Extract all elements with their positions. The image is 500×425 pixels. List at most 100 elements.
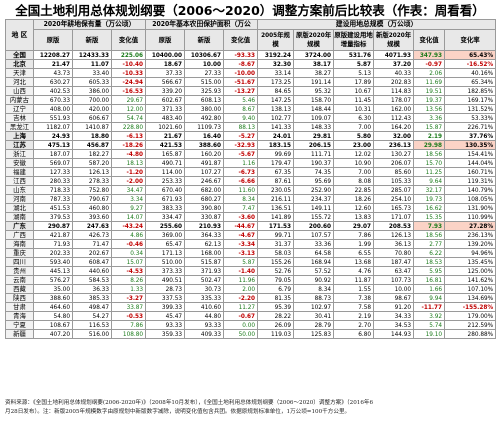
region-cell: 宁夏: [5, 320, 34, 330]
basic-change-cell: -93.33: [223, 50, 259, 60]
farmland-original-cell: 43.73: [33, 68, 73, 78]
farmland-change-cell: 15.07: [110, 257, 147, 267]
farmland-new-cell: 605.33: [72, 77, 112, 87]
header-group-basic-farmland: 2020年基本农田保护面积（万公: [145, 19, 259, 30]
farmland-original-cell: 379.53: [33, 212, 73, 222]
basic-new-cell: 335.33: [184, 293, 225, 303]
construction-original-increase-cell: 11.87: [333, 275, 375, 285]
construction-original-increase-cell: 8.08: [333, 176, 375, 186]
table-row: 辽宁 408.00 420.00 12.00 371.33 380.00 8.67 138.1…: [5, 104, 497, 114]
region-cell: 北京: [5, 59, 34, 69]
farmland-change-cell: 14.07: [110, 212, 147, 222]
farmland-original-cell: 670.33: [33, 95, 73, 105]
basic-new-cell: 160.20: [184, 149, 225, 159]
farmland-new-cell: 587.20: [72, 158, 112, 168]
farmland-new-cell: 18.80: [72, 131, 112, 141]
construction-new-2020-cell: 4071.93: [373, 50, 415, 60]
farmland-original-cell: 787.33: [33, 194, 73, 204]
farmland-original-cell: 24.93: [33, 131, 73, 141]
page-title: 全国土地利用总体规划纲要（2006～2020）调整方案前后比较表（作表：周看看）: [15, 3, 485, 18]
basic-change-cell: 8.34: [223, 194, 259, 204]
header-column-row: 原版 新版 变化值 原版 新版 变化值 2005年规模 原版2020年规模 原版…: [6, 29, 497, 51]
construction-original-2020-cell: 125.83: [293, 329, 335, 339]
basic-original-cell: 383.33: [145, 203, 186, 213]
construction-original-2020-cell: 234.37: [293, 194, 335, 204]
basic-change-cell: -44.67: [223, 221, 259, 231]
farmland-new-cell: 420.00: [72, 104, 112, 114]
construction-change-rate-cell: 226.71%: [444, 122, 497, 132]
farmland-original-cell: 451.53: [33, 203, 73, 213]
region-cell: 湖北: [5, 203, 34, 213]
basic-original-cell: 18.67: [145, 59, 186, 69]
farmland-original-cell: 569.07: [33, 158, 73, 168]
header-group-farmland: 2020年耕地保有量（万公顷）: [32, 19, 147, 30]
construction-original-increase-cell: 2.19: [333, 311, 375, 321]
construction-change-cell: 15.35: [413, 212, 446, 222]
farmland-change-cell: -10.40: [110, 59, 147, 69]
farmland-change-cell: -4.53: [110, 266, 147, 276]
construction-original-increase-cell: 12.02: [333, 149, 375, 159]
construction-original-2020-cell: 111.71: [293, 149, 335, 159]
region-cell: 吉林: [5, 113, 34, 123]
table-row: 海南 71.93 71.47 -0.46 65.47 62.13 -3.34 31.37 33.…: [5, 239, 497, 249]
region-cell: 江西: [5, 176, 34, 186]
construction-original-increase-cell: 18.26: [333, 194, 375, 204]
basic-change-cell: -1.40: [223, 266, 259, 276]
construction-2005-cell: 173.25: [257, 77, 295, 87]
construction-change-rate-cell: 139.20%: [444, 239, 497, 249]
basic-change-cell: 50.00: [223, 329, 259, 339]
construction-original-increase-cell: 17.89: [333, 77, 375, 87]
basic-new-cell: 27.33: [184, 68, 225, 78]
farmland-original-cell: 1182.07: [33, 122, 73, 132]
construction-new-2020-cell: 112.43: [373, 113, 415, 123]
construction-change-cell: 7.93: [413, 221, 446, 231]
construction-original-increase-cell: 5.13: [333, 68, 375, 78]
construction-change-cell: 1.66: [413, 284, 446, 294]
construction-2005-cell: 33.14: [257, 68, 295, 78]
construction-2005-cell: 31.37: [257, 239, 295, 249]
farmland-new-cell: 116.53: [72, 320, 112, 330]
basic-change-cell: 0.00: [223, 320, 259, 330]
construction-original-2020-cell: 190.37: [293, 158, 335, 168]
construction-original-increase-cell: 29.07: [333, 221, 375, 231]
region-cell: 上海: [5, 131, 34, 141]
construction-new-2020-cell: 236.13: [373, 140, 415, 150]
region-cell: 全国: [5, 50, 34, 60]
region-cell: 辽宁: [5, 104, 34, 114]
table-row: 北京 21.47 11.07 -10.40 18.67 10.00 -8.67 32.30 38…: [5, 59, 497, 69]
construction-original-increase-cell: 6.55: [333, 248, 375, 258]
construction-original-2020-cell: 57.52: [293, 266, 335, 276]
construction-change-rate-cell: 135.45%: [444, 257, 497, 267]
farmland-new-cell: 71.47: [72, 239, 112, 249]
farmland-change-cell: 1.33: [110, 284, 147, 294]
table-row: 云南 576.27 584.53 8.26 490.51 502.47 11.96 79.05…: [5, 275, 497, 285]
farmland-new-cell: 426.73: [72, 230, 112, 240]
basic-change-cell: 11.96: [223, 275, 259, 285]
basic-original-cell: 490.51: [145, 275, 186, 285]
basic-original-cell: 602.67: [145, 95, 186, 105]
construction-original-2020-cell: 28.79: [293, 320, 335, 330]
table-row: 西藏 35.00 36.33 1.33 28.73 30.73 2.00 6.79 8.34 1.…: [5, 284, 497, 294]
construction-original-increase-cell: 23.00: [333, 140, 375, 150]
construction-2005-cell: 26.09: [257, 320, 295, 330]
basic-new-cell: 44.80: [184, 311, 225, 321]
farmland-new-cell: 12433.33: [72, 50, 112, 60]
basic-original-cell: 399.33: [145, 302, 186, 312]
basic-original-cell: 421.53: [145, 140, 186, 150]
construction-change-cell: 19.10: [413, 329, 446, 339]
region-cell: 山东: [5, 185, 34, 195]
basic-change-cell: -6.66: [223, 176, 259, 186]
header-change-value: 变化值: [223, 29, 259, 51]
basic-change-cell: -3.34: [223, 239, 259, 249]
farmland-original-cell: 475.13: [33, 140, 73, 150]
construction-2005-cell: 179.47: [257, 158, 295, 168]
basic-new-cell: 491.87: [184, 158, 225, 168]
construction-change-rate-cell: 182.85%: [444, 86, 497, 96]
farmland-change-cell: -4.80: [110, 149, 147, 159]
farmland-original-cell: 408.00: [33, 104, 73, 114]
construction-change-rate-cell: 141.62%: [444, 275, 497, 285]
construction-2005-cell: 95.39: [257, 302, 295, 312]
farmland-original-cell: 12208.27: [33, 50, 73, 60]
header-2005-scale: 2005年规模: [257, 29, 295, 51]
construction-original-2020-cell: 200.60: [293, 221, 335, 231]
